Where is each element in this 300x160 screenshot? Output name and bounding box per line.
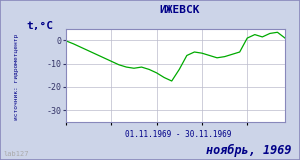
Text: lab127: lab127 (3, 151, 29, 157)
Text: t,°C: t,°C (27, 21, 54, 31)
Text: 01.11.1969 - 30.11.1969: 01.11.1969 - 30.11.1969 (125, 130, 232, 139)
Text: источник: гидрометцентр: источник: гидрометцентр (14, 34, 19, 120)
Text: ИЖЕВСК: ИЖЕВСК (160, 5, 200, 15)
Text: ноябрь, 1969: ноябрь, 1969 (206, 144, 291, 157)
